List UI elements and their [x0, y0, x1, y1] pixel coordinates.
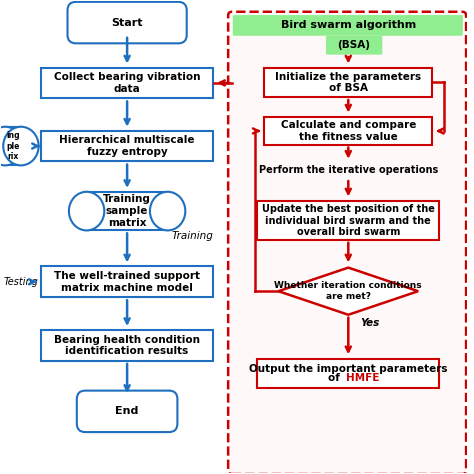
Bar	[87, 192, 168, 230]
Ellipse shape	[3, 127, 39, 165]
Text: Bird swarm algorithm: Bird swarm algorithm	[281, 20, 416, 30]
Text: End: End	[116, 406, 139, 416]
Text: The well-trained support
matrix machine model: The well-trained support matrix machine …	[54, 271, 200, 292]
Bar	[41, 330, 213, 361]
FancyBboxPatch shape	[67, 2, 187, 43]
Ellipse shape	[150, 192, 185, 230]
Polygon shape	[278, 268, 418, 315]
Text: Start: Start	[111, 18, 143, 27]
Text: Yes: Yes	[360, 318, 379, 328]
Text: ing
ple
rix: ing ple rix	[6, 131, 20, 161]
Text: of: of	[328, 374, 344, 383]
Text: Calculate and compare
the fitness value: Calculate and compare the fitness value	[281, 120, 416, 142]
Text: Initialize the parameters
of BSA: Initialize the parameters of BSA	[275, 72, 421, 93]
Text: (BSA): (BSA)	[337, 40, 370, 50]
Text: Perform the iterative operations: Perform the iterative operations	[259, 165, 438, 175]
Bar	[264, 117, 432, 145]
Text: Training
sample
matrix: Training sample matrix	[103, 194, 151, 228]
Text: Hierarchical multiscale
fuzzy entropy: Hierarchical multiscale fuzzy entropy	[59, 135, 195, 157]
Ellipse shape	[0, 127, 23, 165]
Text: Bearing health condition
identification results: Bearing health condition identification …	[54, 335, 200, 356]
Bar	[41, 131, 213, 161]
Text: Testing: Testing	[4, 277, 38, 287]
FancyBboxPatch shape	[326, 36, 383, 55]
Bar	[257, 359, 439, 388]
FancyBboxPatch shape	[228, 12, 466, 474]
Bar	[264, 68, 432, 97]
Bar	[41, 68, 213, 98]
FancyBboxPatch shape	[233, 15, 463, 36]
Text: HMFE: HMFE	[346, 374, 379, 383]
Text: Update the best position of the
individual bird swarm and the
overall bird swarm: Update the best position of the individu…	[262, 204, 435, 237]
Text: Training: Training	[171, 231, 213, 241]
Bar	[41, 266, 213, 297]
Bar	[5, 127, 21, 165]
Bar	[257, 201, 439, 240]
Text: Output the important parameters: Output the important parameters	[249, 364, 447, 374]
Text: Whether iteration conditions
are met?: Whether iteration conditions are met?	[274, 282, 422, 301]
FancyBboxPatch shape	[77, 391, 177, 432]
Ellipse shape	[69, 192, 104, 230]
Text: Collect bearing vibration
data: Collect bearing vibration data	[54, 72, 201, 94]
